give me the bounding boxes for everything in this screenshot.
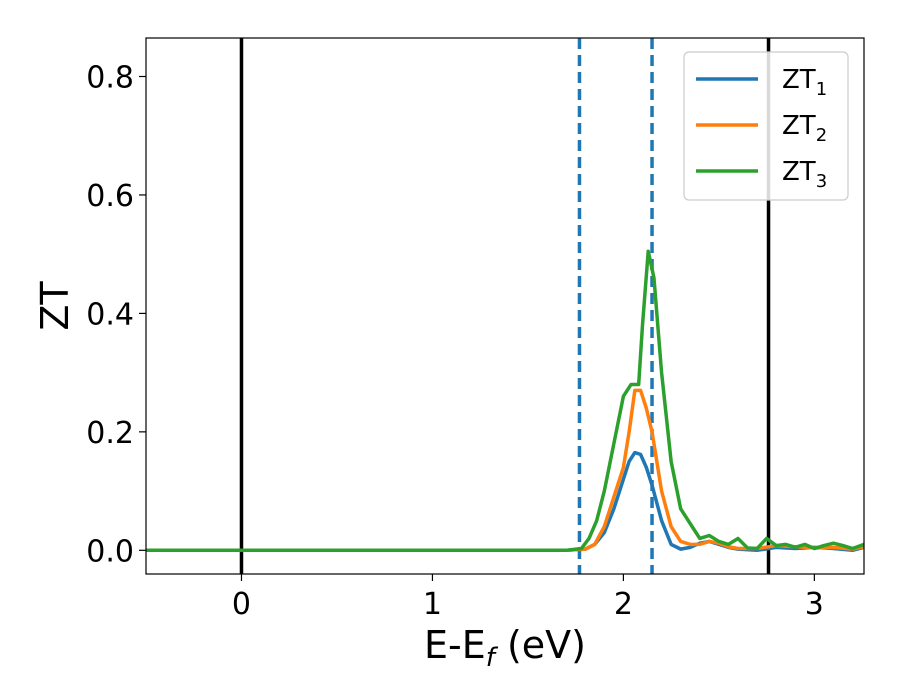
x-axis: 0 1 2 3 [232, 574, 824, 622]
y-tick-label: 0.8 [86, 60, 134, 95]
axes-frame [145, 37, 865, 575]
series-line-1 [146, 450, 864, 553]
y-tick-label: 0.6 [86, 179, 134, 214]
y-tick-label: 0.2 [86, 416, 134, 451]
legend-label-2: ZT2 [782, 111, 827, 146]
y-tick-label: 0.4 [86, 297, 134, 332]
legend-label-3: ZT3 [782, 157, 827, 192]
legend: ZT1 ZT2 ZT3 [683, 51, 849, 201]
y-tick-label: 0.0 [86, 534, 134, 569]
series-line-3 [146, 249, 864, 553]
x-tick-label: 0 [232, 587, 251, 622]
x-tick-label: 3 [805, 587, 824, 622]
x-tick-label: 2 [614, 587, 633, 622]
x-tick-label: 1 [423, 587, 442, 622]
y-axis: 0.0 0.2 0.4 0.6 0.8 [86, 60, 146, 569]
series-line-2 [146, 388, 864, 553]
legend-box [683, 51, 849, 201]
legend-label-1: ZT1 [782, 65, 827, 100]
x-axis-title: E-Ef (eV) [424, 623, 586, 673]
y-axis-title: ZT [33, 281, 77, 331]
